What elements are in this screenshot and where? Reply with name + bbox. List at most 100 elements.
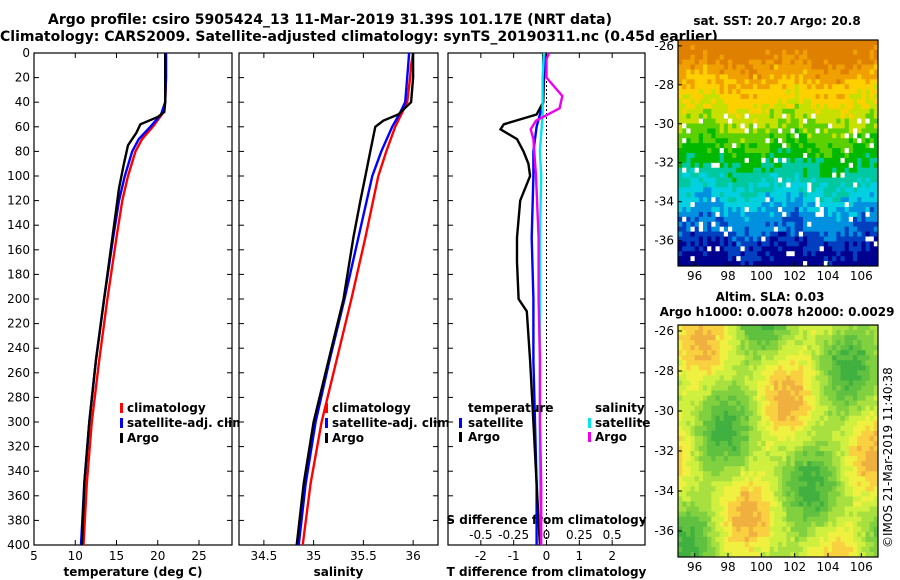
map-cell — [873, 162, 879, 169]
map-cell — [869, 330, 875, 336]
map-cell — [748, 471, 754, 477]
map-cell — [857, 441, 862, 447]
map-cell — [865, 501, 871, 507]
map-cell — [736, 143, 741, 149]
map-cell — [694, 182, 700, 188]
map-cell — [803, 370, 808, 376]
map-cell — [836, 172, 841, 178]
map-cell — [753, 216, 758, 223]
map-cell — [715, 501, 721, 507]
map-cell — [728, 246, 733, 252]
map-cell — [853, 187, 858, 193]
map-cell — [828, 461, 833, 467]
map-cell — [761, 486, 766, 492]
map-cell — [807, 461, 812, 467]
map-cell — [853, 128, 858, 134]
map-cell — [873, 380, 879, 386]
map-cell — [761, 511, 766, 518]
map-cell — [682, 59, 687, 65]
map-cell — [678, 400, 683, 407]
map-cell — [815, 94, 821, 100]
map-cell — [873, 74, 879, 80]
map-cell — [848, 216, 854, 223]
map-cell — [803, 375, 808, 381]
map-cell — [719, 476, 725, 482]
map-cell — [748, 246, 754, 252]
map-cell — [790, 236, 796, 242]
map-cell — [715, 59, 721, 65]
map-cell — [861, 516, 866, 523]
map-cell — [823, 486, 829, 492]
map-cell — [732, 108, 737, 115]
map-cell — [707, 187, 712, 193]
map-cell — [840, 113, 846, 120]
map-cell — [865, 435, 871, 442]
map-cell — [694, 375, 700, 381]
map-cell — [744, 365, 750, 371]
map-cell — [719, 345, 725, 351]
map-cell — [819, 335, 825, 341]
map-cell — [778, 133, 783, 139]
map-cell — [832, 157, 837, 164]
legend-swatch — [325, 433, 328, 443]
map-cell — [703, 506, 708, 513]
map-cell — [740, 133, 746, 139]
map-cell — [832, 435, 837, 442]
map-cell — [803, 430, 808, 437]
map-cell — [707, 128, 712, 134]
map-cell — [707, 506, 712, 513]
map-cell — [765, 153, 771, 159]
map-cell — [773, 526, 779, 533]
map-cell — [707, 153, 712, 159]
map-cell — [715, 441, 721, 447]
map-cell — [865, 113, 871, 120]
map-cell — [765, 251, 771, 257]
map-cell — [707, 221, 712, 228]
map-cell — [748, 345, 754, 351]
map-cell — [753, 69, 758, 75]
map-cell — [682, 241, 687, 247]
map-cell — [753, 451, 758, 457]
map-cell — [711, 410, 716, 417]
map-cell — [682, 491, 687, 497]
map-cell — [748, 430, 754, 437]
map-cell — [703, 501, 708, 507]
map-cell — [815, 541, 821, 548]
map-cell — [719, 526, 725, 533]
map-cell — [773, 221, 779, 228]
map-cell — [686, 197, 691, 203]
map-cell — [815, 551, 821, 558]
map-cell — [786, 370, 791, 376]
map-cell — [728, 420, 733, 427]
map-cell — [832, 44, 837, 51]
map-cell — [778, 521, 783, 528]
map-cell — [765, 456, 771, 462]
map-cell — [865, 486, 871, 492]
map-cell — [798, 98, 804, 105]
map-cell — [757, 241, 762, 247]
map-cell — [857, 375, 862, 381]
map-cell — [769, 89, 775, 95]
legend-swatch — [459, 432, 462, 442]
map-cell — [744, 335, 750, 341]
map-cell — [873, 138, 879, 144]
map-cell — [869, 420, 875, 427]
map-cell — [690, 172, 696, 178]
map-cell — [811, 54, 816, 61]
map-cell — [703, 380, 708, 386]
map-cell — [769, 435, 775, 442]
map-cell — [786, 486, 791, 492]
map-cell — [711, 89, 716, 95]
map-cell — [715, 481, 721, 487]
map-cell — [794, 64, 800, 70]
map-cell — [782, 251, 787, 257]
map-cell — [865, 526, 871, 533]
map-cell — [840, 491, 846, 497]
map-cell — [678, 143, 683, 149]
map-cell — [715, 74, 721, 80]
map-cell — [715, 325, 721, 331]
map-cell — [736, 94, 741, 100]
map-cell — [719, 241, 725, 247]
map-cell — [836, 202, 841, 208]
map-cell — [757, 128, 762, 134]
